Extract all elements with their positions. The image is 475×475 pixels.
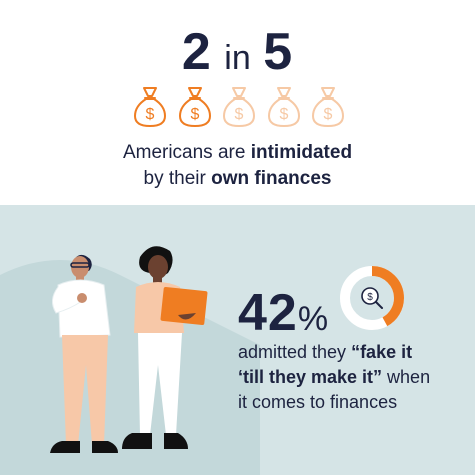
stat-text: it comes to finances: [238, 392, 398, 412]
money-bag-icon: $: [178, 87, 211, 128]
headline-number-b: 5: [263, 23, 294, 81]
headline: 2 in 5: [0, 22, 475, 82]
donut-progress-arc: [340, 266, 404, 330]
subtitle: Americans are intimidated by their own f…: [0, 140, 475, 192]
stat-description: admitted they “fake it ‘till they make i…: [238, 340, 470, 415]
money-bag-icon: $: [222, 87, 256, 128]
svg-text:$: $: [235, 106, 244, 123]
stat-emphasis: “fake it: [351, 342, 413, 362]
subtitle-line-2: by their own finances: [0, 166, 475, 192]
subtitle-emphasis: own finances: [211, 168, 332, 189]
money-bag-icon: $: [267, 87, 300, 128]
stat-text: admitted they: [238, 342, 352, 362]
stat-donut-chart: $: [340, 266, 404, 330]
money-bag-icon: $: [311, 87, 345, 128]
svg-text:$: $: [279, 106, 288, 123]
subtitle-text: Americans are: [122, 142, 251, 163]
subtitle-line-1: Americans are intimidated: [0, 140, 475, 166]
magnifier-dollar-icon: $: [361, 287, 383, 309]
stat-value: 42: [238, 284, 298, 342]
stat-emphasis: ‘till they make it”: [238, 367, 383, 387]
headline-connector: in: [224, 39, 251, 77]
stat-description-line-1: admitted they “fake it: [238, 340, 470, 365]
people-illustration: [0, 246, 260, 475]
man-figure: [50, 254, 118, 453]
woman-figure: [122, 246, 208, 449]
top-panel: [0, 0, 475, 205]
subtitle-emphasis: intimidated: [250, 142, 353, 163]
svg-text:$: $: [190, 106, 199, 123]
svg-text:$: $: [146, 106, 155, 123]
money-bag-row: $ $ $ $ $: [132, 84, 347, 128]
money-bag-icon: $: [133, 87, 167, 128]
bottom-panel: [0, 205, 475, 475]
svg-text:$: $: [367, 292, 373, 303]
svg-text:$: $: [324, 106, 333, 123]
subtitle-text: by their: [143, 168, 212, 189]
stat-unit: %: [297, 300, 330, 338]
stat-percentage: 42%: [238, 283, 329, 343]
stat-description-line-3: it comes to finances: [238, 390, 470, 415]
headline-number-a: 2: [181, 23, 212, 81]
stat-description-line-2: ‘till they make it” when: [238, 365, 470, 390]
stat-text: when: [382, 367, 431, 387]
